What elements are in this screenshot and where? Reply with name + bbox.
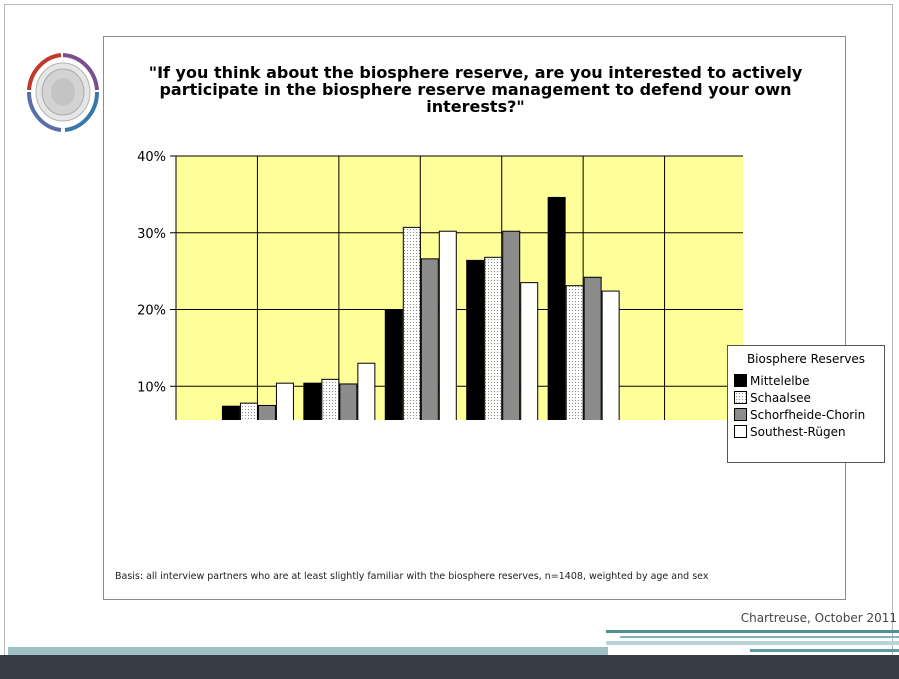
y-tick-label: 10% [137,380,166,395]
bar-southest-r-gen [275,382,294,420]
footer-text: Chartreuse, October 2011 [740,611,897,625]
bar-mittelelbe [384,309,403,420]
legend-item-suedost: Southest-Rügen [728,423,884,440]
chart-title: "If you think about the biosphere reserv… [148,63,803,116]
bar-schorfheide-chorin [583,276,602,420]
plot-area [176,156,743,420]
bar-schorfheide-chorin [502,230,521,420]
legend-label-suedost: Southest-Rügen [750,424,846,439]
legend: Biosphere Reserves Mittelelbe Schaalsee … [727,345,885,463]
decorative-stripes [8,630,899,655]
bar-chart: 0%10%20%30%40%stronglyagreeagreeneitherd… [137,150,743,420]
bar-mittelelbe [303,382,322,420]
legend-swatch-schorfheide [734,408,747,421]
legend-item-schorfheide: Schorfheide-Chorin [728,406,884,423]
bar-schaalsee [402,226,421,420]
legend-label-schaalsee: Schaalsee [750,390,811,405]
bar-schorfheide-chorin [420,258,439,420]
bar-southest-r-gen [520,282,539,420]
bar-southest-r-gen [601,290,620,420]
basis-note: Basis: all interview partners who are at… [115,571,709,582]
legend-swatch-suedost [734,425,747,438]
bar-southest-r-gen [357,362,376,420]
legend-label-schorfheide: Schorfheide-Chorin [750,407,866,422]
bar-southest-r-gen [438,230,457,420]
bar-schaalsee [484,256,503,420]
y-tick-label: 20% [137,304,166,319]
legend-item-schaalsee: Schaalsee [728,389,884,406]
footer-band [0,655,899,679]
bar-schaalsee [321,378,340,420]
bar-schorfheide-chorin [257,404,276,420]
bar-schorfheide-chorin [339,383,358,420]
university-seal-icon [27,53,99,132]
legend-swatch-schaalsee [734,391,747,404]
legend-swatch-mittelelbe [734,374,747,387]
legend-title: Biosphere Reserves [746,352,866,366]
bar-schaalsee [565,285,584,420]
bar-mittelelbe [547,196,566,420]
bar-mittelelbe [221,405,240,420]
plot-border [175,155,743,420]
bar-schaalsee [239,402,258,420]
legend-item-mittelelbe: Mittelelbe [728,372,884,389]
legend-label-mittelelbe: Mittelelbe [750,373,810,388]
y-tick-label: 30% [137,227,166,242]
bar-mittelelbe [466,259,485,420]
y-tick-label: 40% [137,150,166,165]
